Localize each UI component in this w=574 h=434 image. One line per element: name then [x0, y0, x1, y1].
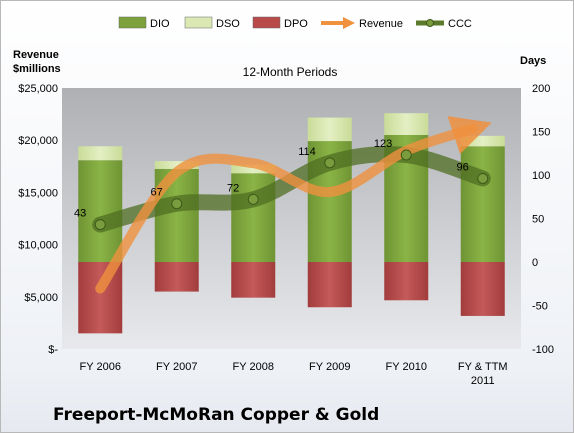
right-tick-label: 100 [532, 170, 550, 182]
ccc-data-label: 67 [151, 187, 163, 199]
ccc-data-label: 114 [298, 146, 316, 158]
bar-dpo [384, 262, 429, 301]
ccc-data-label: 43 [74, 208, 86, 220]
category-label-line2: 2011 [471, 375, 495, 387]
legend-label-dpo: DPO [284, 18, 308, 30]
category-label: FY & TTM [458, 361, 508, 373]
bar-dso [384, 113, 429, 135]
left-axis-label-line2: $millions [13, 63, 61, 75]
category-label: FY 2008 [233, 361, 274, 373]
left-axis-label-line1: Revenue [13, 49, 59, 61]
bar-dso [154, 161, 199, 169]
legend-label-revenue: Revenue [359, 18, 403, 30]
right-axis-label: Days [520, 55, 546, 67]
bar-dso [78, 146, 123, 161]
legend-label-ccc: CCC [448, 18, 472, 30]
bar-dpo [460, 262, 505, 316]
ccc-point [247, 193, 259, 205]
ccc-point [171, 198, 183, 210]
category-label: FY 2007 [156, 361, 197, 373]
left-tick-label: $10,000 [18, 240, 58, 252]
bar-dio [78, 160, 123, 262]
bar-dpo [154, 262, 199, 292]
left-tick-label: $15,000 [18, 187, 58, 199]
ccc-point [94, 219, 106, 231]
legend-label-dio: DIO [150, 18, 170, 30]
legend-swatch-dio [118, 16, 147, 29]
legend-label-dso: DSO [216, 18, 240, 30]
right-tick-label: -50 [532, 301, 548, 313]
ccc-point [477, 172, 489, 184]
legend-swatch-dpo [252, 16, 281, 29]
ccc-data-label: 123 [374, 138, 392, 150]
legend-swatch-dso [184, 16, 213, 29]
bar-dpo [307, 262, 352, 308]
bar-dpo [231, 262, 276, 298]
right-tick-label: 200 [532, 83, 550, 95]
right-tick-label: -100 [532, 344, 554, 356]
left-tick-label: $- [48, 344, 58, 356]
bar-dso [460, 135, 505, 147]
bar-dso [231, 164, 276, 174]
ccc-point [324, 157, 336, 169]
category-label: FY 2010 [386, 361, 427, 373]
company-name: Freeport-McMoRan Copper & Gold [53, 405, 380, 425]
legend-arrowhead-revenue [343, 17, 355, 29]
left-tick-label: $20,000 [18, 135, 58, 147]
left-tick-label: $25,000 [18, 83, 58, 95]
ccc-point [400, 149, 412, 161]
legend-marker-ccc [426, 19, 434, 27]
bar-dpo [78, 262, 123, 334]
right-tick-label: 50 [532, 214, 544, 226]
ccc-data-label: 96 [457, 161, 469, 173]
category-label: FY 2006 [80, 361, 121, 373]
ccc-data-label: 72 [227, 182, 239, 194]
right-tick-label: 0 [532, 257, 538, 269]
left-tick-label: $5,000 [24, 292, 58, 304]
chart-title: 12-Month Periods [243, 65, 338, 79]
category-label: FY 2009 [309, 361, 350, 373]
right-tick-label: 150 [532, 127, 550, 139]
bar-dso [307, 117, 352, 142]
